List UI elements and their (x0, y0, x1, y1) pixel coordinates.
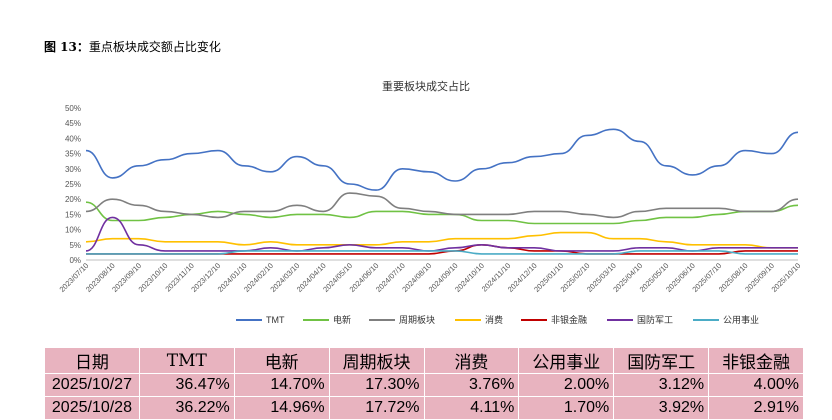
table-cell: 36.22% (138, 396, 235, 420)
table-cell: 3.92% (613, 396, 710, 420)
table-header-defense: 国防军工 (613, 347, 710, 374)
y-tick-label: 20% (65, 195, 81, 204)
y-tick-label: 10% (65, 226, 81, 235)
table-cell: 2.91% (708, 396, 804, 420)
table-row: 2025/10/28 36.22% 14.96% 17.72% 4.11% 1.… (44, 396, 804, 420)
table-cell: 17.30% (328, 373, 425, 397)
table-header-consumer: 消费 (423, 347, 520, 374)
table-header-row: 日期 TMT 电新 周期板块 消费 公用事业 国防军工 非银金融 (44, 347, 804, 374)
table-cell: 3.12% (613, 373, 710, 397)
table-row: 2025/10/27 36.47% 14.70% 17.30% 3.76% 2.… (44, 373, 804, 397)
table-header-cycle: 周期板块 (328, 347, 425, 374)
table-cell: 17.72% (328, 396, 425, 420)
y-tick-label: 5% (69, 241, 81, 250)
y-tick-label: 15% (65, 210, 81, 219)
legend-label: 周期板块 (399, 314, 435, 325)
legend-label: 电新 (333, 314, 351, 325)
table-cell: 14.96% (233, 396, 330, 420)
legend-label: 公用事业 (723, 314, 759, 325)
y-tick-label: 25% (65, 180, 81, 189)
chart-container: 重要板块成交占比 0% 5% 10% 15% 20% 25% 30% 35% 40% 45% 50%… (0, 70, 832, 340)
table-cell-date: 2025/10/27 (44, 373, 140, 397)
y-tick-label: 40% (65, 134, 81, 143)
table-header-utilities: 公用事业 (518, 347, 615, 374)
legend: TMT 电新 周期板块 消费 非银金融 国防军工 公用事业 (236, 314, 759, 325)
table-cell: 3.76% (423, 373, 520, 397)
series-line-2 (85, 192, 799, 219)
y-tick-label: 45% (65, 119, 81, 128)
y-tick-label: 35% (65, 150, 81, 159)
chart-title: 重要板块成交占比 (382, 79, 470, 93)
legend-label: 国防军工 (637, 314, 673, 325)
y-tick-label: 30% (65, 165, 81, 174)
y-tick-label: 0% (69, 256, 81, 265)
table-cell: 1.70% (518, 396, 615, 420)
legend-label: 消费 (485, 314, 503, 325)
series-line-1 (85, 201, 799, 225)
figure-title: 重点板块成交额占比变化 (88, 40, 221, 54)
table-header-dianxin: 电新 (233, 347, 330, 374)
y-axis: 0% 5% 10% 15% 20% 25% 30% 35% 40% 45% 50% (65, 104, 798, 265)
line-chart: 重要板块成交占比 0% 5% 10% 15% 20% 25% 30% 35% 40% 45% 50%… (58, 79, 803, 325)
table-cell: 2.00% (518, 373, 615, 397)
table-cell: 4.00% (708, 373, 804, 397)
series-lines (85, 128, 799, 255)
figure-caption: 图 13：重点板块成交额占比变化 (44, 38, 221, 55)
figure-number: 图 13： (44, 40, 89, 54)
x-axis: 2023/07/102023/08/102023/09/102023/10/10… (58, 261, 803, 294)
table-header-date: 日期 (44, 347, 140, 374)
series-line-6 (86, 250, 798, 255)
table-cell-date: 2025/10/28 (44, 396, 140, 420)
table-header-nonbank: 非银金融 (708, 347, 804, 374)
table-cell: 4.11% (423, 396, 520, 420)
table-cell: 36.47% (138, 373, 235, 397)
series-line-3 (85, 231, 798, 249)
data-table: 日期 TMT 电新 周期板块 消费 公用事业 国防军工 非银金融 2025/10… (44, 347, 804, 420)
legend-label: 非银金融 (551, 314, 587, 325)
table-header-tmt: TMT (138, 347, 235, 374)
legend-label: TMT (266, 315, 285, 325)
table-cell: 14.70% (233, 373, 330, 397)
series-line-0 (85, 128, 799, 191)
series-line-5 (85, 216, 798, 252)
y-tick-label: 50% (65, 104, 81, 113)
